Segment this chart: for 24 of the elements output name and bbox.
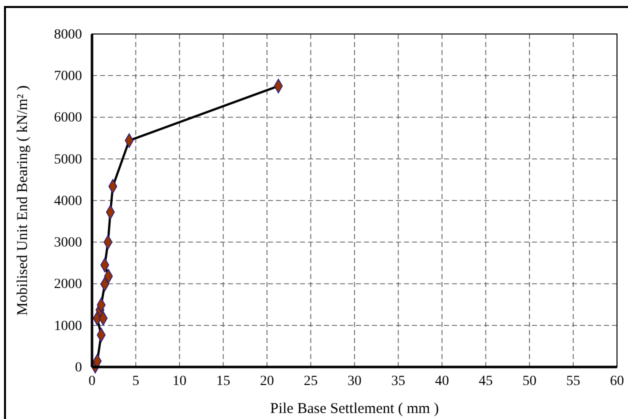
x-tick-label: 35 (391, 374, 406, 389)
y-tick-label: 1000 (54, 318, 82, 334)
x-tick-label: 30 (348, 374, 362, 389)
y-tick-label: 4000 (54, 194, 82, 209)
x-tick-label: 45 (478, 374, 493, 389)
x-tick-label: 15 (216, 374, 230, 389)
x-tick-label: 25 (304, 374, 318, 389)
x-tick-label: 55 (566, 374, 580, 389)
y-axis-title: Mobilised Unit End Bearing ( kN/m² ) (15, 85, 31, 316)
x-tick-label: 40 (435, 374, 449, 389)
y-tick-label: 2000 (54, 277, 82, 292)
x-axis-title: Pile Base Settlement ( mm ) (270, 401, 439, 417)
y-tick-label: 5000 (54, 152, 82, 168)
y-tick-label: 0 (75, 360, 82, 376)
x-tick-label: 0 (88, 374, 96, 389)
y-tick-label: 7000 (54, 69, 82, 84)
x-tick-label: 10 (172, 374, 186, 389)
x-tick-label: 5 (132, 374, 140, 389)
y-tick-label: 6000 (54, 110, 82, 126)
y-tick-label: 8000 (54, 27, 82, 42)
x-tick-label: 50 (522, 374, 536, 389)
x-tick-label: 60 (610, 374, 624, 389)
x-tick-label: 20 (260, 374, 274, 389)
y-tick-label: 3000 (54, 236, 82, 251)
